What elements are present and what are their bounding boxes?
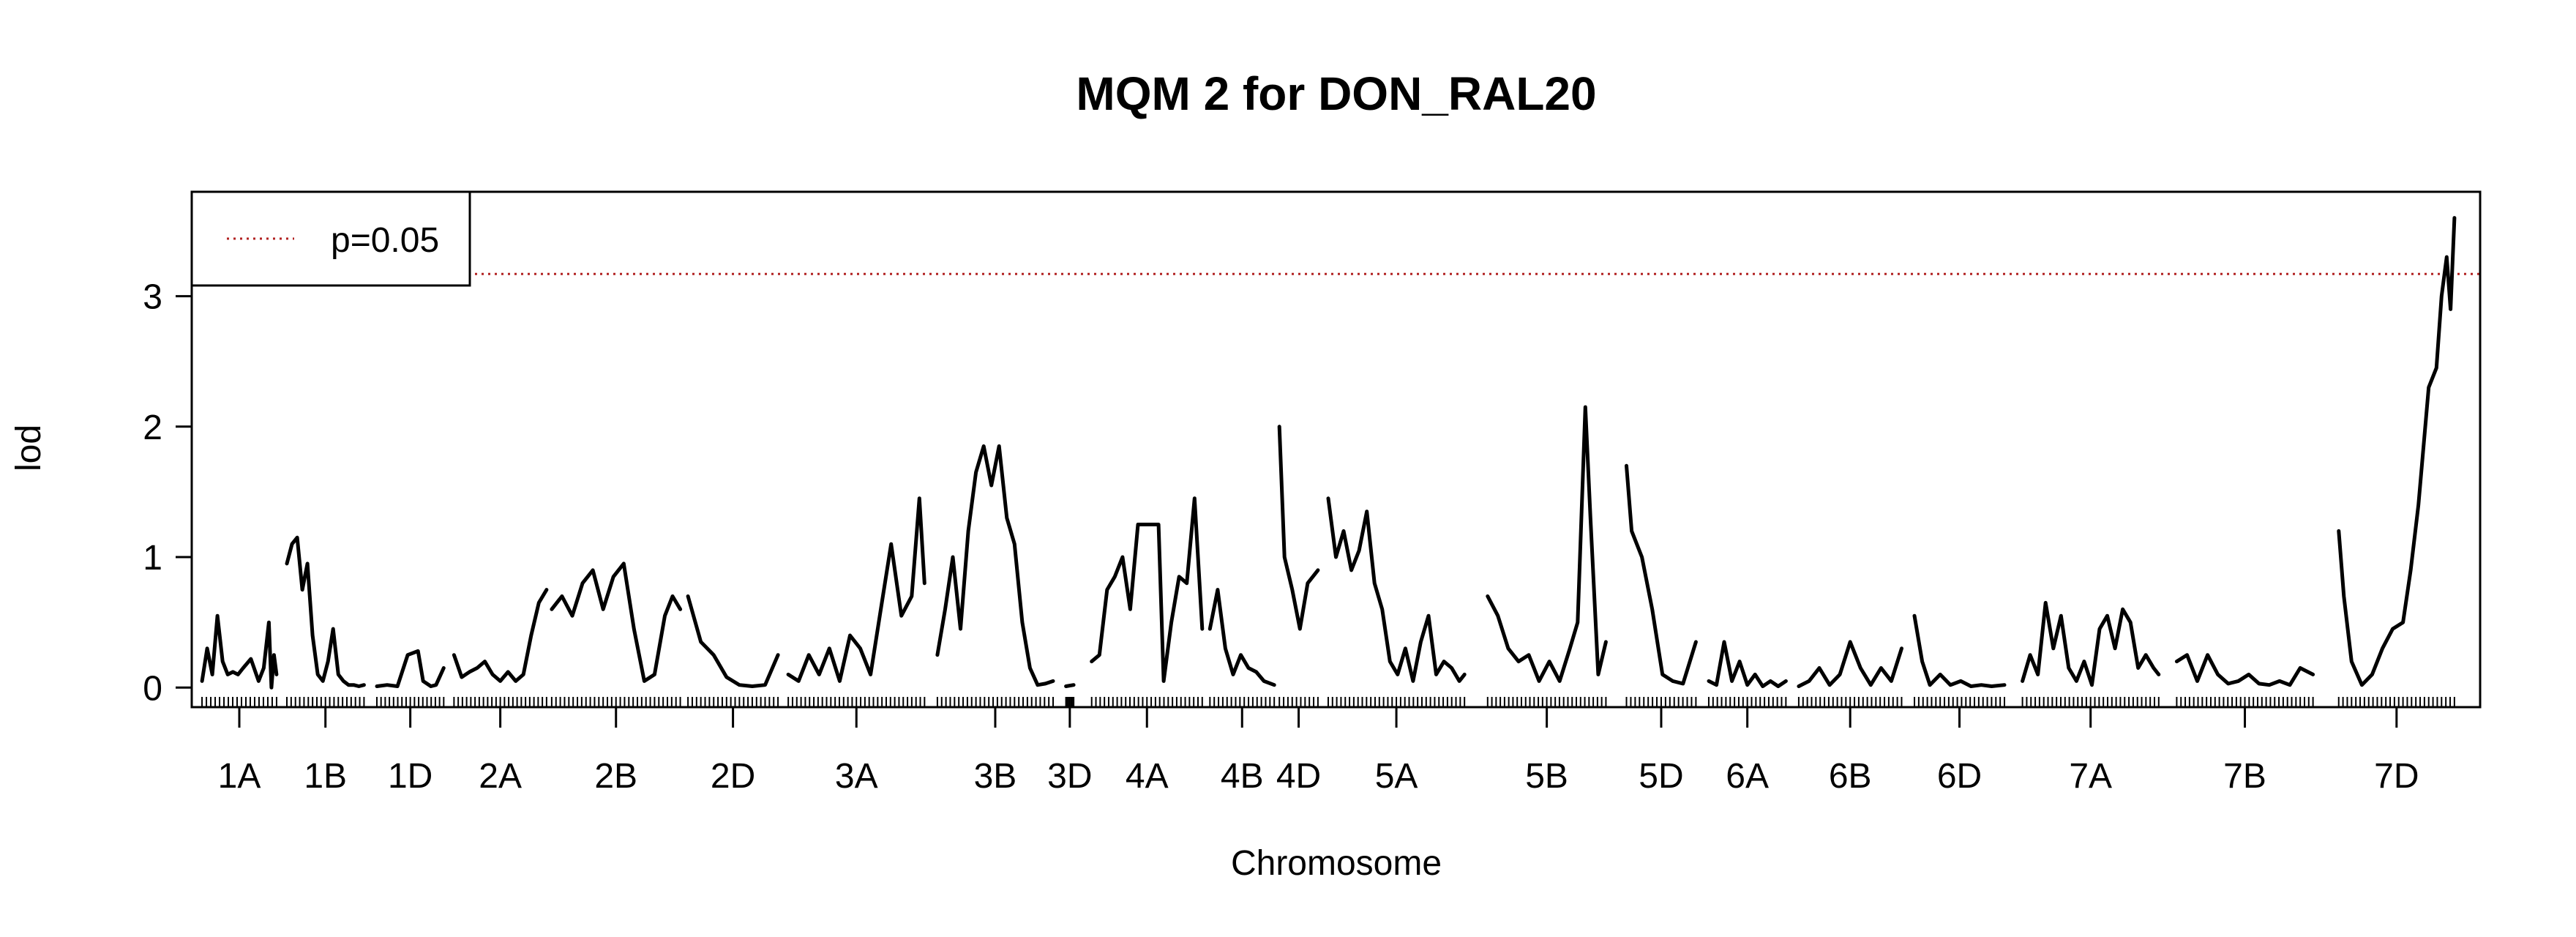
- x-tick-label-5D: 5D: [1639, 757, 1683, 796]
- lod-series-4A: [1090, 496, 1205, 683]
- lod-series-7B: [2174, 653, 2315, 687]
- legend-box: [190, 190, 471, 287]
- x-tick-label-1A: 1A: [218, 757, 261, 796]
- x-tick-label-1D: 1D: [388, 757, 433, 796]
- x-tick-label-1B: 1B: [304, 757, 347, 796]
- x-axis-label: Chromosome: [1231, 844, 1442, 883]
- x-tick-label-3D: 3D: [1047, 757, 1092, 796]
- lod-series-1A: [200, 613, 279, 690]
- x-tick-label-4B: 4B: [1221, 757, 1264, 796]
- y-tick-label: 1: [143, 539, 162, 578]
- lod-series-6B: [1797, 640, 1903, 688]
- lod-series-1B: [285, 535, 366, 688]
- lod-series-4B: [1208, 588, 1276, 687]
- y-tick-label: 3: [143, 278, 162, 317]
- lod-series-6D: [1912, 613, 2007, 688]
- x-tick-label-4A: 4A: [1126, 757, 1169, 796]
- lod-series-7A: [2021, 600, 2161, 687]
- x-tick-label-6D: 6D: [1937, 757, 1982, 796]
- legend-label: p=0.05: [331, 221, 439, 260]
- lod-series-2B: [550, 561, 683, 683]
- lod-series-7D: [2337, 216, 2457, 687]
- x-tick-label-6B: 6B: [1829, 757, 1872, 796]
- y-axis-label: lod: [10, 425, 48, 471]
- x-tick-label-2B: 2B: [594, 757, 637, 796]
- x-tick-label-7A: 7A: [2069, 757, 2112, 796]
- lod-series-5D: [1625, 463, 1698, 686]
- lod-series-5B: [1486, 405, 1608, 683]
- lod-series-5A: [1326, 496, 1467, 683]
- lod-series-2A: [452, 588, 549, 683]
- lod-series-3B: [935, 444, 1055, 687]
- x-tick-label-3A: 3A: [835, 757, 878, 796]
- lod-series-3A: [786, 496, 926, 683]
- x-tick-label-7B: 7B: [2223, 757, 2266, 796]
- x-tick-label-2A: 2A: [479, 757, 522, 796]
- lod-series-4D: [1277, 425, 1320, 631]
- x-tick-label-4D: 4D: [1276, 757, 1321, 796]
- x-tick-label-5B: 5B: [1525, 757, 1568, 796]
- plot-frame: [190, 190, 2482, 709]
- y-tick-label: 0: [143, 669, 162, 708]
- x-tick-label-3B: 3B: [974, 757, 1017, 796]
- lod-series-6A: [1707, 640, 1788, 688]
- lod-series-2D: [686, 594, 780, 688]
- x-tick-label-7D: 7D: [2374, 757, 2419, 796]
- x-tick-label-6A: 6A: [1726, 757, 1769, 796]
- x-tick-label-2D: 2D: [711, 757, 755, 796]
- x-tick-label-5A: 5A: [1375, 757, 1418, 796]
- y-tick-label: 2: [143, 408, 162, 447]
- chart-title: MQM 2 for DON_RAL20: [1076, 67, 1596, 120]
- lod-series-3D: [1064, 683, 1076, 688]
- lod-series-1D: [375, 649, 446, 688]
